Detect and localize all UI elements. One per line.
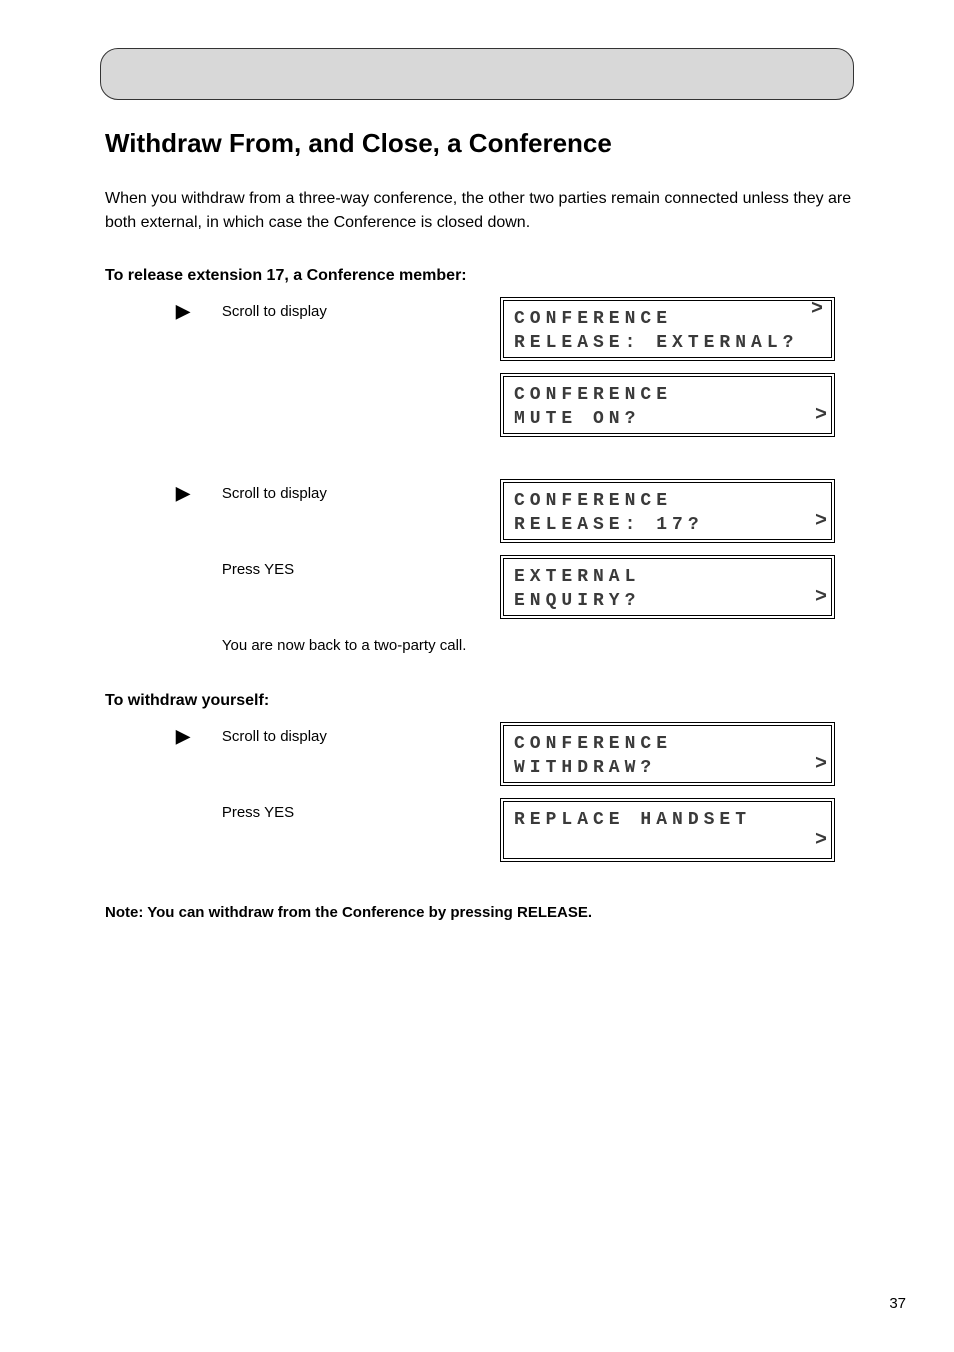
lcd-arrow-icon: > [811, 296, 823, 323]
step-right: CONFERENCE WITHDRAW? > [500, 722, 854, 786]
lcd-line2: RELEASE: EXTERNAL? [514, 331, 821, 355]
step-row: ▶ Scroll to display CONFERENCE RELEASE: … [100, 479, 854, 547]
header-bar [100, 48, 854, 100]
step-left: ▶ Scroll to display [100, 297, 500, 322]
step-row: CONFERENCE MUTE ON? > [100, 373, 854, 441]
step-text: Scroll to display [222, 301, 327, 322]
lcd-line1: CONFERENCE [514, 383, 821, 407]
section-title: To release extension 17, a Conference me… [105, 267, 854, 285]
bottom-note: Note: You can withdraw from the Conferen… [105, 902, 854, 923]
lcd-display: CONFERENCE WITHDRAW? > [500, 722, 835, 786]
lcd-line2: RELEASE: 17? [514, 513, 821, 537]
scroll-arrow-icon: ▶ [176, 483, 190, 504]
lcd-line1: CONFERENCE [514, 732, 821, 756]
lcd-display: REPLACE HANDSET > [500, 798, 835, 862]
lcd-arrow-icon: > [815, 751, 827, 778]
step-left: ▶ Scroll to display [100, 479, 500, 504]
step-left: ▶ Press YES [100, 798, 500, 823]
scroll-arrow-icon: ▶ [176, 301, 190, 322]
step-right: CONFERENCE RELEASE: EXTERNAL? > [500, 297, 854, 361]
step-left: ▶ Press YES [100, 555, 500, 580]
lcd-display: EXTERNAL ENQUIRY? > [500, 555, 835, 619]
step-row: ▶ Scroll to display CONFERENCE RELEASE: … [100, 297, 854, 365]
lcd-arrow-icon: > [815, 584, 827, 611]
step-right: EXTERNAL ENQUIRY? > [500, 555, 854, 619]
section-title: To withdraw yourself: [105, 692, 854, 710]
lcd-line2: MUTE ON? [514, 407, 821, 431]
page-number: 37 [889, 1295, 906, 1312]
step-text: Press YES [222, 559, 294, 580]
lcd-arrow-icon: > [815, 827, 827, 854]
step-row: ▶ Scroll to display CONFERENCE WITHDRAW?… [100, 722, 854, 790]
lcd-line2: ENQUIRY? [514, 589, 821, 613]
step-left [100, 373, 500, 377]
intro-text: When you withdraw from a three-way confe… [105, 187, 854, 235]
step-note-row: ▶ You are now back to a two-party call. [100, 631, 854, 656]
lcd-line1: CONFERENCE [514, 307, 821, 331]
spacer [100, 449, 854, 479]
lcd-line2: WITHDRAW? [514, 756, 821, 780]
section-release-member: To release extension 17, a Conference me… [100, 267, 854, 656]
lcd-line1: REPLACE HANDSET [514, 808, 821, 832]
section-note: You are now back to a two-party call. [222, 635, 467, 656]
step-row: ▶ Press YES EXTERNAL ENQUIRY? > [100, 555, 854, 623]
step-right: REPLACE HANDSET > [500, 798, 854, 862]
step-right: CONFERENCE RELEASE: 17? > [500, 479, 854, 543]
step-right: CONFERENCE MUTE ON? > [500, 373, 854, 437]
step-text: Scroll to display [222, 483, 327, 504]
lcd-arrow-icon: > [815, 508, 827, 535]
step-text: Scroll to display [222, 726, 327, 747]
lcd-arrow-icon: > [815, 402, 827, 429]
page-title: Withdraw From, and Close, a Conference [105, 128, 854, 159]
step-row: ▶ Press YES REPLACE HANDSET > [100, 798, 854, 866]
lcd-display: CONFERENCE MUTE ON? > [500, 373, 835, 437]
step-left: ▶ Scroll to display [100, 722, 500, 747]
lcd-line1: EXTERNAL [514, 565, 821, 589]
lcd-line1: CONFERENCE [514, 489, 821, 513]
lcd-display: CONFERENCE RELEASE: 17? > [500, 479, 835, 543]
step-left: ▶ You are now back to a two-party call. [100, 631, 500, 656]
section-withdraw-self: To withdraw yourself: ▶ Scroll to displa… [100, 692, 854, 866]
lcd-display: CONFERENCE RELEASE: EXTERNAL? > [500, 297, 835, 361]
scroll-arrow-icon: ▶ [176, 726, 190, 747]
step-text: Press YES [222, 802, 294, 823]
